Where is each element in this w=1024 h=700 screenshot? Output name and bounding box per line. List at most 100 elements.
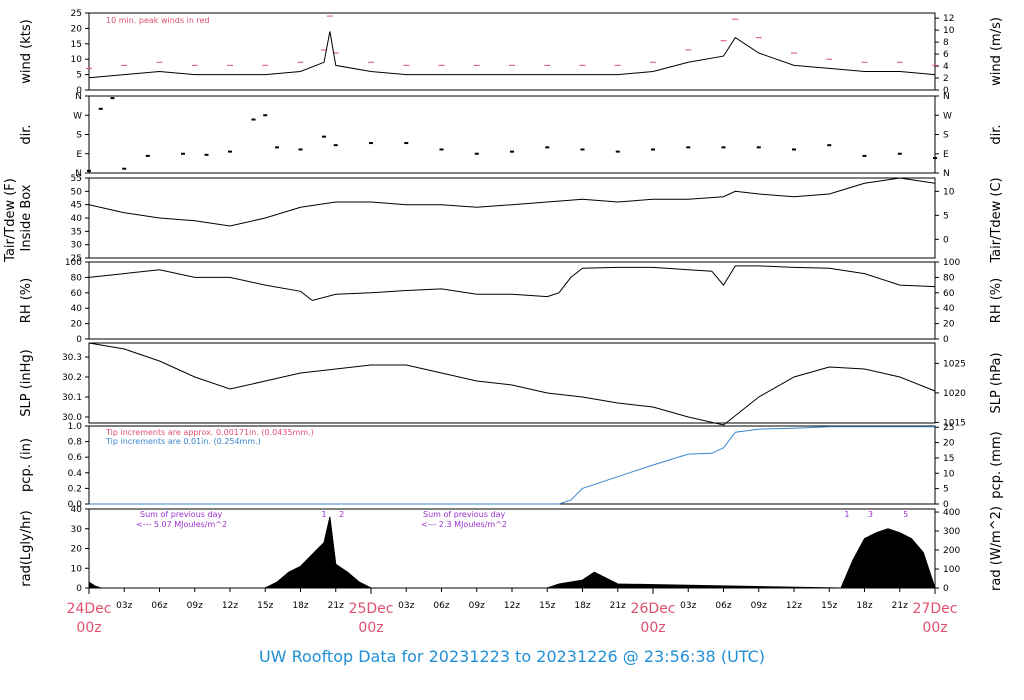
rad-note1-line2: <--- 5.07 MJoules/m^2	[136, 520, 227, 529]
ytick-label-tair: 55	[71, 174, 82, 184]
ytick-right-label-rh: 40	[943, 304, 955, 314]
ytick-right-label-slp: 1015	[943, 418, 966, 428]
xtick-label: 06z	[433, 601, 449, 611]
ytick-label-wind: 5	[76, 71, 82, 81]
ytick-label-tair: 35	[71, 227, 82, 237]
rad-ylabel-right: rad (W/m^2)	[989, 506, 1004, 591]
rad-note2-line2: <--- 2.3 MJoules/m^2	[421, 520, 507, 529]
xtick-label: 06z	[151, 601, 167, 611]
ytick-label-tair: 45	[71, 201, 82, 211]
xtick-label: 09z	[751, 601, 767, 611]
wind-annotation: 10 min. peak winds in red	[106, 16, 210, 25]
xtick-label: 12z	[786, 601, 802, 611]
ytick-label-rad: 40	[71, 505, 83, 515]
xtick-label: 18z	[292, 601, 308, 611]
xtick-label: 18z	[856, 601, 872, 611]
ytick-right-label-tair: 5	[943, 211, 949, 221]
wind-ylabel: wind (kts)	[19, 19, 34, 83]
ytick-right-label-slp: 1025	[943, 359, 966, 369]
xtick-label: 21z	[610, 601, 626, 611]
xtick-label: 12z	[504, 601, 520, 611]
dir-ylabel-right: dir.	[989, 124, 1004, 144]
ytick-label-rh: 20	[71, 320, 83, 330]
ytick-label-wind: 20	[71, 24, 83, 34]
ytick-label-pcp: 0.4	[68, 469, 83, 479]
xtick-label: 21z	[892, 601, 908, 611]
ytick-right-label-pcp: 15	[943, 454, 954, 464]
chart-title: UW Rooftop Data for 20231223 to 20231226…	[258, 647, 766, 666]
rad-marker: 5	[903, 510, 908, 519]
ytick-label-rh: 60	[71, 289, 83, 299]
day-label: 25Dec	[349, 601, 394, 617]
ytick-right-label-rad: 100	[943, 565, 960, 575]
ytick-label-tair: 30	[71, 241, 83, 251]
ytick-right-label-wind: 12	[943, 14, 954, 24]
ytick-label-rad: 10	[71, 564, 83, 574]
ytick-right-label-wind: 0	[943, 86, 949, 96]
ytick-right-label-tair: 10	[943, 187, 955, 197]
panel-frame-dir	[88, 95, 936, 174]
tair-series-line	[88, 177, 936, 227]
ytick-right-label-rh: 100	[943, 258, 960, 268]
ytick-label-pcp: 1.0	[68, 422, 83, 432]
ytick-right-label-dir: E	[943, 150, 949, 160]
ytick-right-label-pcp: 10	[943, 469, 955, 479]
ytick-right-label-rh: 60	[943, 289, 955, 299]
day-label: 24Dec	[67, 601, 112, 617]
slp-ylabel: SLP (inHg)	[19, 349, 34, 417]
ytick-label-wind: 25	[71, 9, 82, 19]
ytick-label-rh: 0	[76, 335, 82, 345]
ytick-right-label-dir: W	[943, 111, 952, 121]
ytick-label-tair: 25	[71, 254, 82, 264]
ytick-label-wind: 10	[71, 55, 83, 65]
ytick-label-rh: 40	[71, 304, 83, 314]
xtick-label: 03z	[680, 601, 696, 611]
ytick-right-label-rh: 0	[943, 335, 949, 345]
ytick-right-label-dir: N	[943, 92, 950, 102]
xtick-label: 09z	[187, 601, 203, 611]
panel-frame-wind	[88, 12, 936, 91]
rad-marker: 1	[321, 510, 326, 519]
xtick-label: 06z	[715, 601, 731, 611]
xtick-label: 21z	[328, 601, 344, 611]
rad-note2-line1: Sum of previous day	[423, 510, 505, 519]
ytick-right-label-wind: 8	[943, 38, 949, 48]
xtick-label: 03z	[398, 601, 414, 611]
pcp-ylabel: pcp. (in)	[19, 438, 34, 492]
day-hour-label: 00z	[358, 620, 383, 636]
ytick-label-dir: N	[75, 92, 82, 102]
xtick-label: 15z	[821, 601, 837, 611]
ytick-right-label-pcp: 0	[943, 500, 949, 510]
panel-frame-rh	[88, 261, 936, 340]
ytick-right-label-rh: 80	[943, 273, 955, 283]
pcp-annotation-blue: Tip increments are 0.01in. (0.254mm.)	[105, 437, 261, 446]
rad-marker: 2	[339, 510, 344, 519]
pcp-ylabel-right: pcp. (mm)	[989, 431, 1004, 498]
slp-series-line	[88, 342, 936, 426]
tair-ylabel-right: Tair/Tdew (C)	[989, 177, 1004, 263]
xtick-label: 03z	[116, 601, 132, 611]
ytick-right-label-rh: 20	[943, 320, 955, 330]
ytick-label-slp: 30.1	[62, 393, 82, 403]
ytick-right-label-slp: 1020	[943, 389, 966, 399]
xtick-label: 12z	[222, 601, 238, 611]
rh-series-line	[88, 265, 936, 302]
ytick-label-rh: 100	[65, 258, 82, 268]
rh-ylabel-right: RH (%)	[989, 278, 1004, 323]
ytick-label-rad: 20	[71, 545, 83, 555]
ytick-right-label-rad: 400	[943, 508, 960, 518]
ytick-right-label-rad: 200	[943, 546, 960, 556]
ytick-right-label-dir: S	[943, 131, 949, 141]
ytick-right-label-dir: N	[943, 169, 950, 179]
day-hour-label: 00z	[76, 620, 101, 636]
ytick-right-label-pcp: 5	[943, 485, 949, 495]
wind-series-line	[88, 31, 936, 79]
ytick-label-wind: 15	[71, 40, 82, 50]
ytick-label-tair: 50	[71, 187, 83, 197]
rad-marker: 3	[868, 510, 873, 519]
ytick-label-rad: 30	[71, 525, 83, 535]
ytick-right-label-wind: 2	[943, 74, 949, 84]
ytick-right-label-pcp: 25	[943, 423, 954, 433]
xtick-label: 09z	[469, 601, 485, 611]
